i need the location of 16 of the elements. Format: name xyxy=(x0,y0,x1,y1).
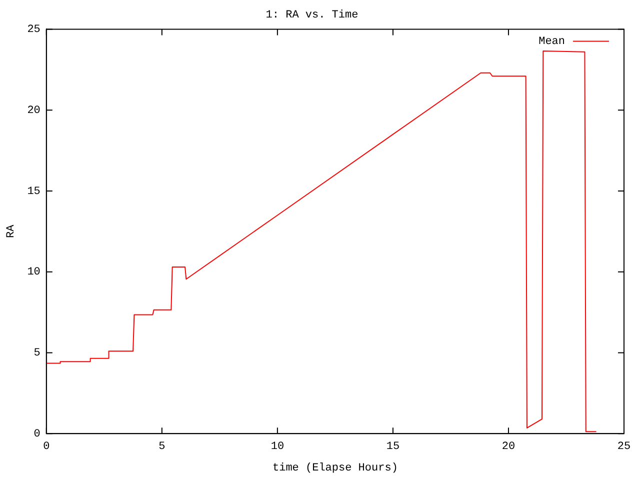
y-tick-label: 5 xyxy=(34,348,40,360)
x-tick-label: 10 xyxy=(270,441,284,454)
x-axis-title: time (Elapse Hours) xyxy=(272,462,398,474)
x-tick-label: 0 xyxy=(43,441,50,454)
y-tick-label: 25 xyxy=(27,24,40,36)
legend-label: Mean xyxy=(538,36,565,48)
y-axis-title: RA xyxy=(6,224,18,238)
x-tick-label: 15 xyxy=(386,441,400,454)
x-tick-label: 5 xyxy=(158,441,166,454)
y-tick-label: 15 xyxy=(27,186,40,198)
y-tick-label: 0 xyxy=(34,428,40,441)
x-tick-label: 25 xyxy=(617,441,631,454)
y-tick-label: 10 xyxy=(27,266,40,279)
y-tick-label: 20 xyxy=(27,104,40,117)
x-tick-label: 20 xyxy=(502,441,516,454)
chart-title: 1: RA vs. Time xyxy=(266,10,358,22)
